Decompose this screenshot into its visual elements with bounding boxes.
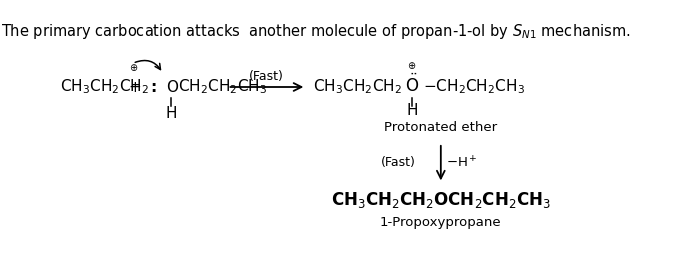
Text: H: H [165,106,177,121]
Text: +: + [129,80,141,94]
Text: $-$CH$_2$CH$_2$CH$_3$: $-$CH$_2$CH$_2$CH$_3$ [423,78,524,96]
Text: (Fast): (Fast) [249,70,284,83]
Text: H: H [406,103,418,118]
Text: CH$_3$CH$_2$CH$_2$: CH$_3$CH$_2$CH$_2$ [60,78,149,96]
Text: $-$H$^+$: $-$H$^+$ [446,155,477,170]
Text: The primary carbocation attacks  another molecule of propan-1-ol by $S_{N1}$ mec: The primary carbocation attacks another … [1,22,630,41]
Text: (Fast): (Fast) [381,156,416,169]
Text: CH$_3$CH$_2$CH$_2$OCH$_2$CH$_2$CH$_3$: CH$_3$CH$_2$CH$_2$OCH$_2$CH$_2$CH$_3$ [331,190,551,210]
Text: Protonated ether: Protonated ether [384,121,497,134]
Text: $\ddot{\mathrm{O}}$: $\ddot{\mathrm{O}}$ [405,73,419,96]
Text: CH$_3$CH$_2$CH$_2$: CH$_3$CH$_2$CH$_2$ [313,78,402,96]
Text: 1-Propoxypropane: 1-Propoxypropane [380,216,501,229]
Text: CH$_2$CH$_2$CH$_3$: CH$_2$CH$_2$CH$_3$ [178,78,268,96]
Text: $\mathbf{:}$: $\mathbf{:}$ [148,80,157,94]
Text: O: O [166,80,178,94]
Text: $\oplus$: $\oplus$ [407,60,417,71]
Text: $\oplus$: $\oplus$ [129,62,138,73]
